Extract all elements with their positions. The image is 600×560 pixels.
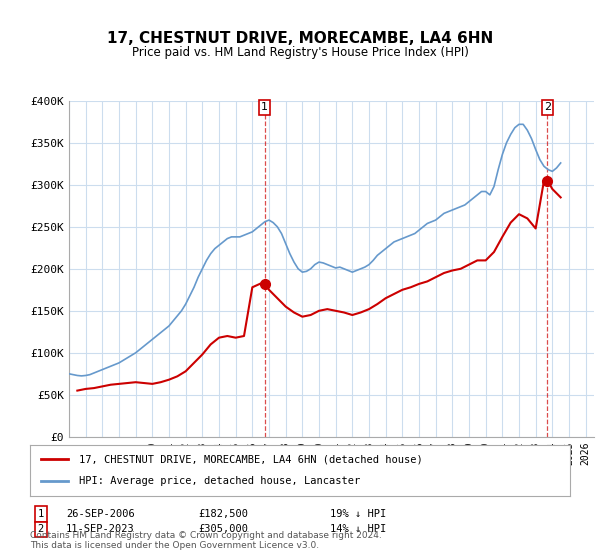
Text: 26-SEP-2006: 26-SEP-2006 bbox=[66, 509, 135, 519]
Text: £182,500: £182,500 bbox=[198, 509, 248, 519]
Text: 14% ↓ HPI: 14% ↓ HPI bbox=[330, 524, 386, 534]
Text: £305,000: £305,000 bbox=[198, 524, 248, 534]
Text: 1: 1 bbox=[38, 509, 44, 519]
Text: 17, CHESTNUT DRIVE, MORECAMBE, LA4 6HN: 17, CHESTNUT DRIVE, MORECAMBE, LA4 6HN bbox=[107, 31, 493, 46]
Text: 17, CHESTNUT DRIVE, MORECAMBE, LA4 6HN (detached house): 17, CHESTNUT DRIVE, MORECAMBE, LA4 6HN (… bbox=[79, 454, 422, 464]
Text: Contains HM Land Registry data © Crown copyright and database right 2024.
This d: Contains HM Land Registry data © Crown c… bbox=[30, 530, 382, 550]
Text: 2: 2 bbox=[38, 524, 44, 534]
Text: 19% ↓ HPI: 19% ↓ HPI bbox=[330, 509, 386, 519]
Text: HPI: Average price, detached house, Lancaster: HPI: Average price, detached house, Lanc… bbox=[79, 477, 360, 487]
Text: 2: 2 bbox=[544, 102, 551, 113]
Text: Price paid vs. HM Land Registry's House Price Index (HPI): Price paid vs. HM Land Registry's House … bbox=[131, 46, 469, 59]
Text: 11-SEP-2023: 11-SEP-2023 bbox=[66, 524, 135, 534]
Text: 1: 1 bbox=[261, 102, 268, 113]
